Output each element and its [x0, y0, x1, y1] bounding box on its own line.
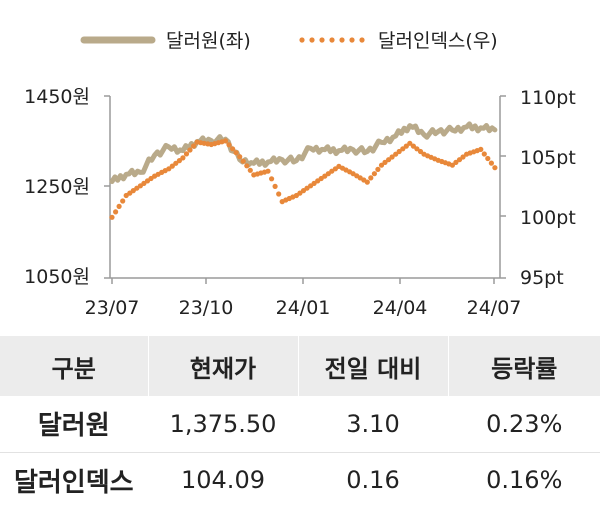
series-point-dxy — [485, 155, 491, 162]
legend: 달러원(좌) 달러인덱스(우) — [80, 30, 498, 52]
x-tick-2404: 24/04 — [373, 297, 428, 319]
series-point-dxy — [386, 157, 392, 163]
series-point-dxy — [191, 143, 197, 149]
legend-label-dxy: 달러인덱스(우) — [378, 30, 498, 52]
series-point-dxy — [173, 160, 179, 166]
series-point-dxy — [120, 198, 126, 204]
series-point-dxy — [169, 163, 175, 169]
series-point-dxy — [393, 151, 399, 157]
series-point-dxy — [396, 148, 402, 155]
series-point-dxy — [364, 179, 370, 185]
series-point-dxy — [276, 191, 282, 197]
series-point-dxy — [453, 159, 459, 165]
series-point-dxy — [183, 151, 190, 157]
series-point-dxy — [400, 146, 406, 152]
x-tick-2407: 24/07 — [467, 297, 522, 319]
series-point-dxy — [371, 171, 377, 177]
y-left-tick-1050: 1050원 — [24, 266, 90, 288]
series-point-dxy — [492, 165, 498, 171]
y-left-tick-1250: 1250원 — [24, 176, 90, 198]
header-price: 현재가 — [147, 336, 298, 396]
series-point-dxy — [478, 146, 484, 152]
legend-dot — [349, 37, 355, 43]
x-tick-2310: 23/10 — [179, 297, 234, 319]
legend-swatch-dxy — [299, 37, 365, 43]
series-point-dxy — [449, 162, 455, 168]
header-change: 전일 대비 — [297, 336, 448, 396]
legend-dot — [309, 37, 315, 43]
row-rate: 0.16% — [447, 452, 600, 508]
series-point-dxy — [269, 176, 275, 182]
y-right-tick-105: 105pt — [520, 147, 576, 169]
x-tick-2401: 24/01 — [276, 297, 331, 319]
series-point-dxy — [481, 151, 487, 157]
series-point-dxy — [382, 159, 388, 165]
row-change: 0.16 — [297, 452, 448, 508]
series-point-dxy — [222, 138, 229, 144]
series-point-dxy — [414, 146, 420, 152]
header-rate: 등락률 — [447, 336, 600, 396]
legend-dot — [339, 37, 345, 43]
legend-dot — [329, 37, 335, 43]
series-point-dxy — [247, 167, 253, 173]
y-right-tick-95: 95pt — [520, 267, 564, 289]
y-right-tick-100: 100pt — [520, 207, 576, 229]
legend-dot — [319, 37, 325, 43]
series-point-dxy — [417, 148, 424, 155]
series-point-dxy — [240, 158, 246, 164]
series-point-dxy — [375, 166, 381, 172]
legend-label-usdkrw: 달러원(좌) — [166, 30, 251, 52]
series-point-dxy — [368, 175, 374, 181]
series-point-dxy — [187, 147, 193, 153]
table-header-row: 구분 현재가 전일 대비 등락률 — [0, 336, 600, 396]
y-left-tick-1450: 1450원 — [24, 86, 90, 108]
series-line-usdkrw — [109, 121, 498, 184]
row-price: 104.09 — [147, 452, 298, 508]
series-point-dxy — [378, 162, 385, 168]
table-row: 달러원 1,375.50 3.10 0.23% — [0, 396, 600, 453]
series-point-dxy — [403, 143, 409, 149]
series-point-dxy — [109, 214, 115, 220]
series-point-dxy — [389, 154, 395, 160]
series-point-dxy — [265, 168, 271, 174]
series-point-dxy — [166, 166, 172, 172]
y-right-tick-110: 110pt — [520, 87, 576, 109]
series-point-dxy — [116, 203, 122, 209]
row-label: 달러인덱스 — [13, 467, 134, 498]
series-point-dxy — [237, 154, 243, 160]
series-point-dxy — [233, 150, 239, 156]
row-label: 달러원 — [0, 396, 148, 453]
series-point-dxy — [272, 183, 278, 189]
series-point-dxy — [180, 155, 186, 161]
series-point-dxy — [460, 154, 466, 160]
series-point-dxy — [244, 163, 250, 169]
table-row: 달러인덱스 104.09 0.16 0.16% — [0, 452, 600, 508]
exchange-rate-chart: 달러원(좌) 달러인덱스(우) 1450원 1250원 1050원 110pt … — [24, 30, 576, 319]
series-point-dxy — [488, 160, 494, 166]
series-point-dxy — [407, 140, 413, 146]
x-tick-2307: 23/07 — [85, 297, 140, 319]
series-point-dxy — [226, 142, 232, 148]
series-point-dxy — [410, 143, 416, 149]
series-point-dxy — [176, 158, 182, 164]
series-point-dxy — [230, 146, 236, 152]
series-layer — [109, 121, 498, 220]
row-price: 1,375.50 — [147, 396, 298, 453]
series-point-dxy — [113, 209, 119, 215]
series-point-dxy — [456, 157, 463, 163]
row-change: 3.10 — [297, 396, 448, 453]
legend-dot — [299, 37, 305, 43]
legend-dot — [359, 37, 365, 43]
quote-table: 구분 현재가 전일 대비 등락률 달러원 1,375.50 3.10 0.23%… — [0, 336, 600, 508]
header-category: 구분 — [51, 354, 96, 383]
row-rate: 0.23% — [447, 396, 600, 453]
tick-marks — [104, 95, 506, 284]
